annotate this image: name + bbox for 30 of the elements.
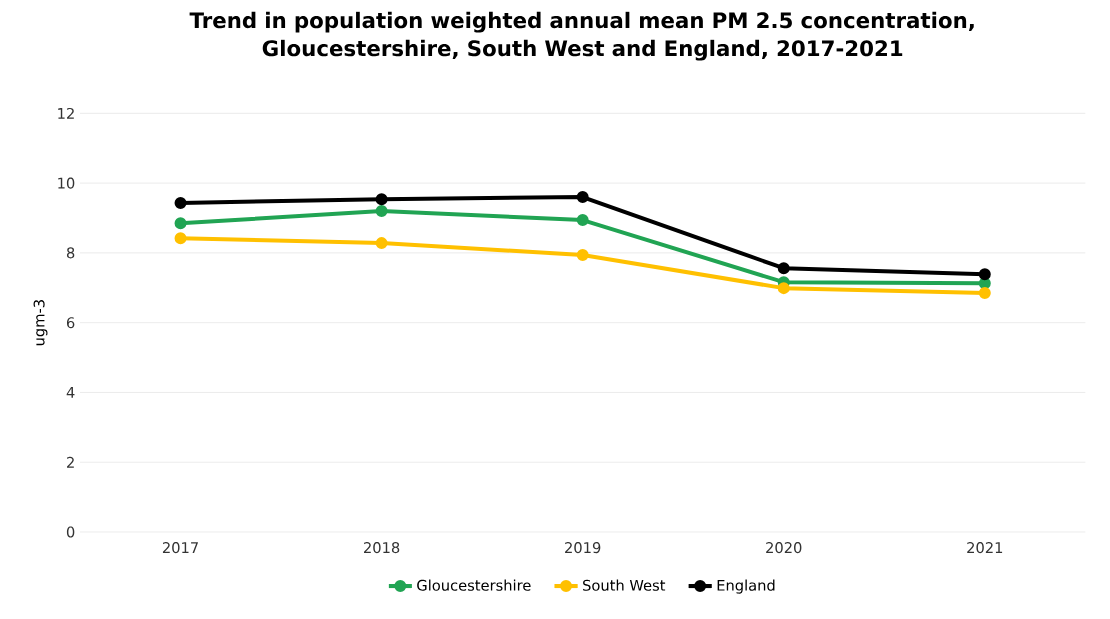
y-axis-title: ugm-3 — [33, 300, 48, 346]
x-tick-label: 2017 — [162, 542, 198, 554]
point — [978, 268, 991, 281]
y-tick-label: 12 — [58, 107, 74, 119]
x-tick-label: 2019 — [565, 542, 601, 554]
point — [375, 237, 388, 250]
x-tick-label: 2018 — [364, 542, 400, 554]
point — [375, 205, 388, 218]
chart-title: Trend in population weighted annual mean PM 2.5 concentration, Gloucestershire, South West and England, 2017-2021 — [189, 11, 974, 61]
y-tick-label: 4 — [66, 387, 75, 398]
legend-label: Gloucestershire — [417, 579, 531, 591]
legend-label: England — [717, 579, 775, 594]
point — [777, 262, 790, 275]
point — [174, 217, 187, 230]
y-tick-label: 0 — [66, 526, 75, 538]
point — [978, 287, 991, 300]
x-tick-label: 2021 — [967, 542, 1003, 554]
point — [174, 197, 187, 209]
point — [576, 248, 589, 261]
y-tick-label: 6 — [66, 317, 75, 329]
point — [777, 282, 790, 295]
point — [576, 214, 589, 227]
x-tick-label: 2020 — [766, 542, 802, 554]
y-tick-label: 2 — [67, 456, 74, 468]
point — [576, 191, 589, 204]
point — [375, 193, 388, 206]
y-tick-label: 10 — [58, 177, 75, 189]
legend-label: South West — [583, 579, 666, 591]
point — [174, 232, 187, 245]
y-tick-label: 8 — [66, 247, 75, 259]
